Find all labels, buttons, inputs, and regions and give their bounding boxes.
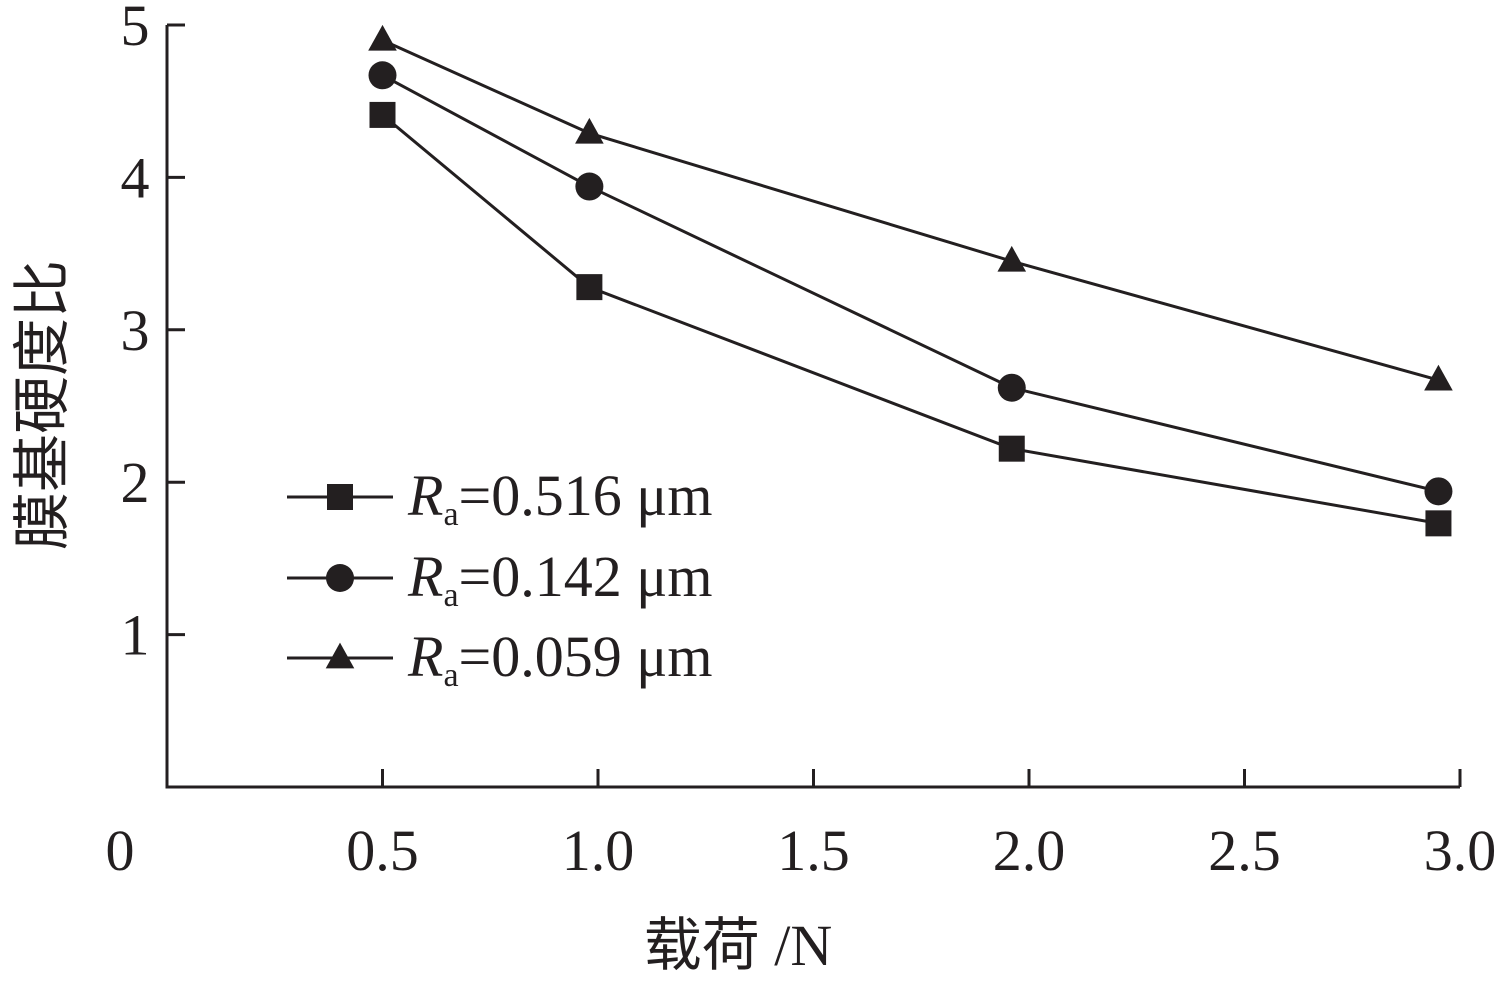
circle-marker (326, 564, 354, 592)
x-tick-label: 0.5 (346, 818, 419, 883)
series-circle (368, 61, 1453, 506)
y-tick-label: 1 (121, 603, 150, 668)
y-tick-label: 5 (121, 0, 150, 58)
circle-marker (575, 172, 604, 201)
triangle-marker (997, 245, 1027, 272)
origin-tick-label: 0 (106, 818, 135, 883)
x-tick-label: 2.0 (993, 818, 1066, 883)
legend-label: Ra=0.516 μm (407, 463, 712, 533)
square-marker (1425, 510, 1452, 537)
triangle-marker (575, 117, 604, 144)
legend-item: Ra=0.142 μm (287, 544, 712, 614)
legend-label: Ra=0.142 μm (407, 544, 712, 614)
series-line (381, 38, 1439, 382)
square-marker (369, 101, 396, 128)
y-tick-label: 2 (121, 450, 150, 515)
triangle-marker (1424, 364, 1453, 391)
y-tick-label: 3 (121, 298, 150, 363)
circle-marker (1424, 477, 1453, 506)
legend-item: Ra=0.516 μm (287, 463, 712, 533)
triangle-marker (368, 24, 397, 51)
series-line (381, 73, 1439, 493)
legend-label: Ra=0.059 μm (407, 624, 712, 694)
x-tick-label: 1.5 (777, 818, 850, 883)
x-tick-label: 3.0 (1424, 818, 1497, 883)
square-marker (327, 484, 353, 510)
y-axis-title: 膜基硬度比 (10, 260, 75, 550)
circle-marker (997, 373, 1026, 402)
axes (165, 25, 1460, 789)
circle-marker (368, 61, 397, 90)
series-group (368, 24, 1453, 537)
x-tick-label: 2.5 (1208, 818, 1281, 883)
x-tick-label: 1.0 (562, 818, 635, 883)
square-marker (998, 435, 1025, 462)
axis-ticks: 1 2 3 4 5 0.5 1.0 1.5 2.0 2.5 3.0 (121, 0, 1497, 883)
series-triangle (368, 24, 1453, 391)
y-tick-label: 4 (121, 145, 150, 210)
square-marker (576, 274, 603, 301)
series-square (369, 101, 1452, 537)
triangle-marker (325, 642, 355, 669)
legend: Ra=0.516 μm Ra=0.142 μm Ra=0.059 μm (287, 463, 712, 694)
series-line (381, 113, 1439, 525)
legend-item: Ra=0.059 μm (287, 624, 712, 694)
x-axis-title: 载荷 /N (644, 913, 833, 978)
